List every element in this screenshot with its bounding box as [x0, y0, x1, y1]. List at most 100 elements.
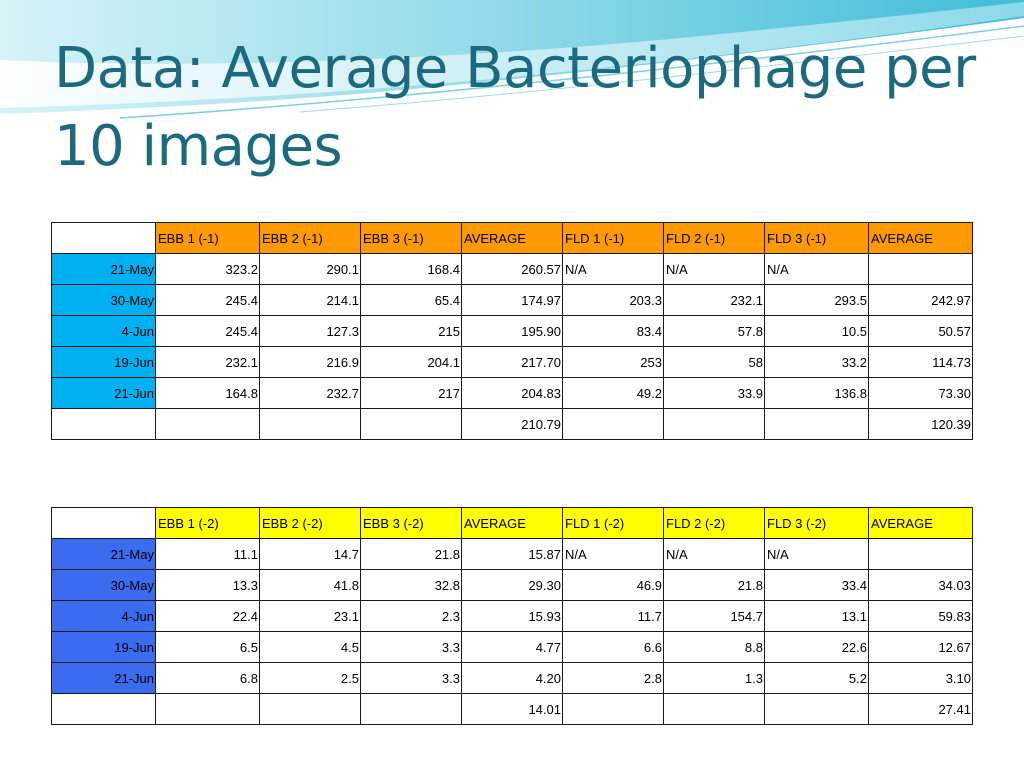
data-cell: 21.8 — [663, 569, 765, 601]
row-label — [51, 693, 156, 725]
data-cell: 83.4 — [562, 315, 664, 347]
data-cell: 3.3 — [360, 631, 462, 663]
data-cell: 195.90 — [461, 315, 563, 347]
data-cell: N/A — [562, 538, 664, 570]
data-cell: 13.1 — [764, 600, 869, 632]
data-cell: 34.03 — [868, 569, 973, 601]
data-cell: 3.3 — [360, 662, 462, 694]
table-row: 19-Jun 6.5 4.5 3.3 4.77 6.6 8.8 22.6 12.67 — [51, 631, 973, 663]
data-cell: 4.5 — [259, 631, 361, 663]
bacteriophage-table-dilution-1: EBB 1 (-1) EBB 2 (-1) EBB 3 (-1) AVERAGE FLD… — [51, 222, 973, 440]
data-cell: 214.1 — [259, 284, 361, 316]
data-cell: 4.77 — [461, 631, 563, 663]
data-cell: 204.1 — [360, 346, 462, 378]
data-cell: 29.30 — [461, 569, 563, 601]
column-header: FLD 3 (-2) — [764, 507, 869, 539]
data-cell: 59.83 — [868, 600, 973, 632]
page-title: Data: Average Bacteriophage per 10 image… — [54, 36, 976, 179]
data-cell: 6.5 — [155, 631, 260, 663]
data-cell: 33.2 — [764, 346, 869, 378]
data-cell — [562, 408, 664, 440]
data-cell: 33.9 — [663, 377, 765, 409]
table-row: 21-May 323.2 290.1 168.4 260.57 N/A N/A N/A — [51, 253, 973, 285]
data-cell: 49.2 — [562, 377, 664, 409]
data-cell: 15.93 — [461, 600, 563, 632]
data-cell: 5.2 — [764, 662, 869, 694]
header-row: EBB 1 (-1) EBB 2 (-1) EBB 3 (-1) AVERAGE FLD… — [51, 222, 973, 254]
data-cell: 15.87 — [461, 538, 563, 570]
table-row: 21-Jun 6.8 2.5 3.3 4.20 2.8 1.3 5.2 3.10 — [51, 662, 973, 694]
column-header: FLD 2 (-1) — [663, 222, 765, 254]
data-cell — [868, 253, 973, 285]
data-cell: 12.67 — [868, 631, 973, 663]
column-header: EBB 1 (-1) — [155, 222, 260, 254]
data-cell: 215 — [360, 315, 462, 347]
data-cell: 174.97 — [461, 284, 563, 316]
data-cell: 23.1 — [259, 600, 361, 632]
column-header: FLD 2 (-2) — [663, 507, 765, 539]
data-cell: 50.57 — [868, 315, 973, 347]
data-cell: 242.97 — [868, 284, 973, 316]
data-cell: 2.8 — [562, 662, 664, 694]
data-cell: 22.6 — [764, 631, 869, 663]
data-cell: 120.39 — [868, 408, 973, 440]
table-row: 30-May 13.3 41.8 32.8 29.30 46.9 21.8 33.4 34.03 — [51, 569, 973, 601]
data-cell: 245.4 — [155, 284, 260, 316]
column-header: FLD 1 (-2) — [562, 507, 664, 539]
header-row: EBB 1 (-2) EBB 2 (-2) EBB 3 (-2) AVERAGE FLD… — [51, 507, 973, 539]
data-cell: 210.79 — [461, 408, 563, 440]
column-header: EBB 1 (-2) — [155, 507, 260, 539]
data-cell: 114.73 — [868, 346, 973, 378]
data-cell: 33.4 — [764, 569, 869, 601]
table-body: EBB 1 (-2) EBB 2 (-2) EBB 3 (-2) AVERAGE FLD… — [51, 507, 973, 725]
data-cell — [663, 693, 765, 725]
data-cell: 21.8 — [360, 538, 462, 570]
table-row: 4-Jun 22.4 23.1 2.3 15.93 11.7 154.7 13.1 59.83 — [51, 600, 973, 632]
data-cell: 6.6 — [562, 631, 664, 663]
data-cell: 216.9 — [259, 346, 361, 378]
table-row: 210.79 120.39 — [51, 408, 973, 440]
data-cell: 2.5 — [259, 662, 361, 694]
data-cell: 46.9 — [562, 569, 664, 601]
data-cell: 164.8 — [155, 377, 260, 409]
data-cell: 11.1 — [155, 538, 260, 570]
data-cell — [663, 408, 765, 440]
table-row: 21-Jun 164.8 232.7 217 204.83 49.2 33.9 136.8 73… — [51, 377, 973, 409]
data-cell: 323.2 — [155, 253, 260, 285]
data-cell: 3.10 — [868, 662, 973, 694]
row-label: 21-May — [51, 538, 156, 570]
data-cell: 217 — [360, 377, 462, 409]
data-cell: 41.8 — [259, 569, 361, 601]
column-header: FLD 3 (-1) — [764, 222, 869, 254]
data-cell: 57.8 — [663, 315, 765, 347]
corner-cell — [51, 222, 156, 254]
data-cell — [259, 693, 361, 725]
data-cell: 232.1 — [155, 346, 260, 378]
data-cell: 2.3 — [360, 600, 462, 632]
data-cell: 168.4 — [360, 253, 462, 285]
data-cell: 14.7 — [259, 538, 361, 570]
column-header: EBB 2 (-1) — [259, 222, 361, 254]
data-cell: 6.8 — [155, 662, 260, 694]
row-label: 19-Jun — [51, 346, 156, 378]
data-cell: 14.01 — [461, 693, 563, 725]
row-label: 21-Jun — [51, 662, 156, 694]
data-cell: 127.3 — [259, 315, 361, 347]
data-cell: N/A — [663, 538, 765, 570]
column-header: EBB 2 (-2) — [259, 507, 361, 539]
data-cell — [360, 693, 462, 725]
row-label — [51, 408, 156, 440]
table-row: 14.01 27.41 — [51, 693, 973, 725]
table-row: 30-May 245.4 214.1 65.4 174.97 203.3 232.1 293.… — [51, 284, 973, 316]
data-cell — [360, 408, 462, 440]
table-row: 19-Jun 232.1 216.9 204.1 217.70 253 58 33.2 114.… — [51, 346, 973, 378]
data-cell: 245.4 — [155, 315, 260, 347]
row-label: 19-Jun — [51, 631, 156, 663]
decorative-swoosh — [0, 0, 1024, 119]
data-cell: 13.3 — [155, 569, 260, 601]
data-cell: 32.8 — [360, 569, 462, 601]
data-cell: 204.83 — [461, 377, 563, 409]
data-cell: 260.57 — [461, 253, 563, 285]
data-cell — [259, 408, 361, 440]
